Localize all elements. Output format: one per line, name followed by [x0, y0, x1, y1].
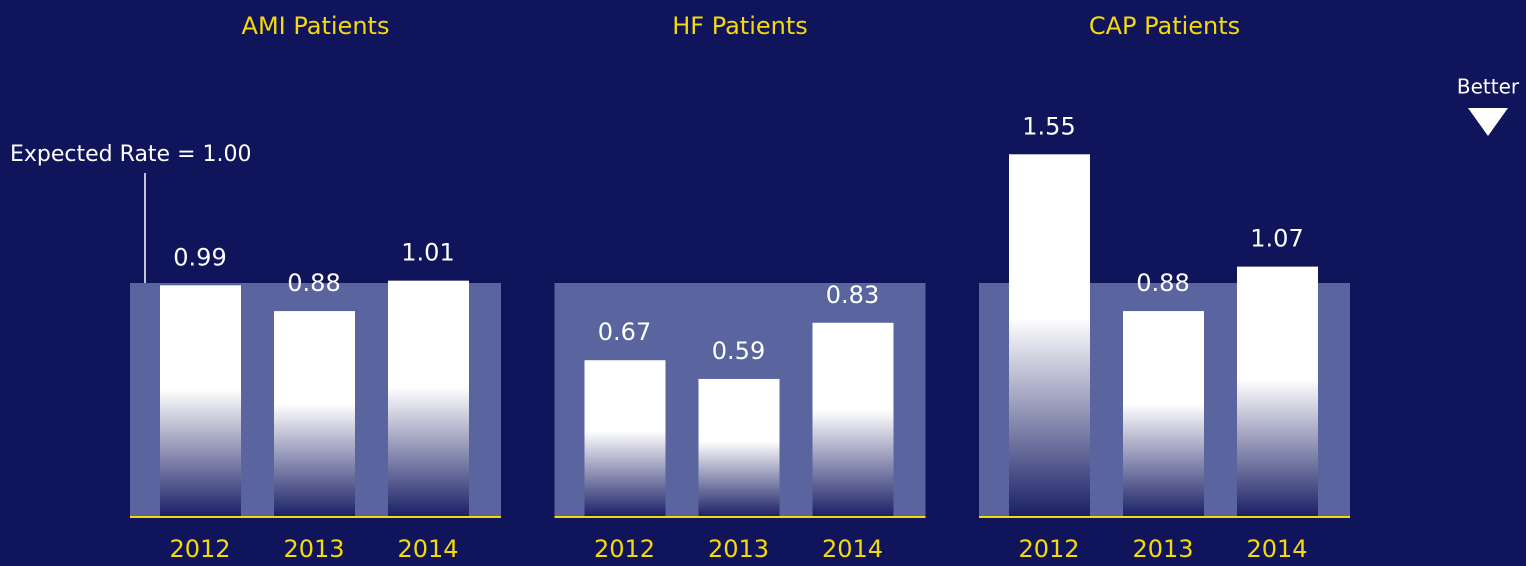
- better-arrow: [1468, 108, 1508, 136]
- x-tick-label: 2013: [283, 535, 344, 563]
- x-tick-label: 2013: [1132, 535, 1193, 563]
- panel-title: AMI Patients: [242, 12, 390, 40]
- x-tick-label: 2012: [1018, 535, 1079, 563]
- bar: [1009, 154, 1090, 518]
- value-label: 0.67: [598, 318, 651, 346]
- x-tick-label: 2013: [708, 535, 769, 563]
- x-tick-label: 2012: [169, 535, 230, 563]
- panel-title: HF Patients: [672, 12, 808, 40]
- x-tick-label: 2012: [594, 535, 655, 563]
- value-label: 0.99: [173, 243, 226, 271]
- value-label: 0.83: [826, 281, 879, 309]
- bar: [160, 285, 241, 517]
- value-label: 0.59: [712, 337, 765, 365]
- better-label: Better: [1457, 75, 1520, 99]
- bar: [698, 378, 780, 517]
- bar: [1237, 266, 1318, 517]
- x-tick-label: 2014: [397, 535, 458, 563]
- value-label: 1.01: [401, 239, 454, 267]
- value-label: 0.88: [287, 269, 340, 297]
- bar: [388, 280, 469, 517]
- x-tick-label: 2014: [822, 535, 883, 563]
- value-label: 1.55: [1022, 112, 1075, 140]
- panel-title: CAP Patients: [1089, 12, 1240, 40]
- bar: [274, 311, 355, 517]
- annotation: Expected Rate = 1.00: [10, 142, 251, 167]
- bar: [584, 360, 666, 517]
- value-label: 1.07: [1250, 225, 1303, 253]
- bar: [1123, 311, 1204, 517]
- x-tick-label: 2014: [1246, 535, 1307, 563]
- bar: [812, 322, 894, 517]
- value-label: 0.88: [1136, 269, 1189, 297]
